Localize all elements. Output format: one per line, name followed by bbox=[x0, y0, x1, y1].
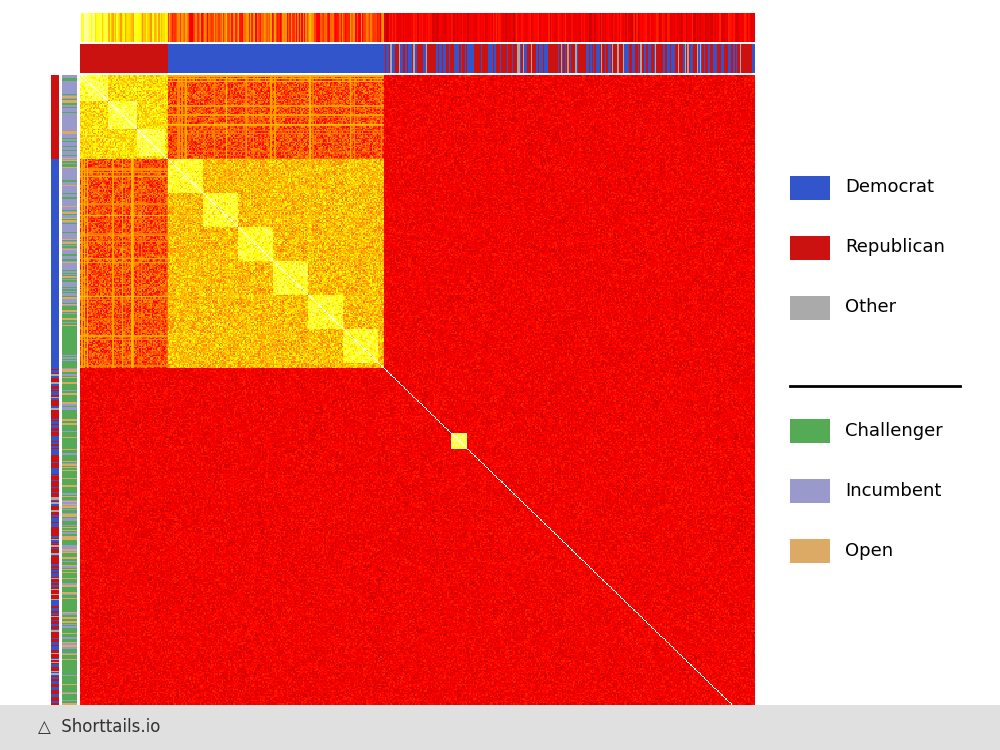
Text: Other: Other bbox=[845, 298, 896, 316]
Text: Democrat: Democrat bbox=[845, 178, 934, 196]
Text: Challenger: Challenger bbox=[845, 422, 943, 440]
Text: Republican: Republican bbox=[845, 238, 945, 256]
Text: Incumbent: Incumbent bbox=[845, 482, 941, 500]
Text: △  Shorttails.io: △ Shorttails.io bbox=[38, 718, 160, 736]
Text: Open: Open bbox=[845, 542, 893, 560]
